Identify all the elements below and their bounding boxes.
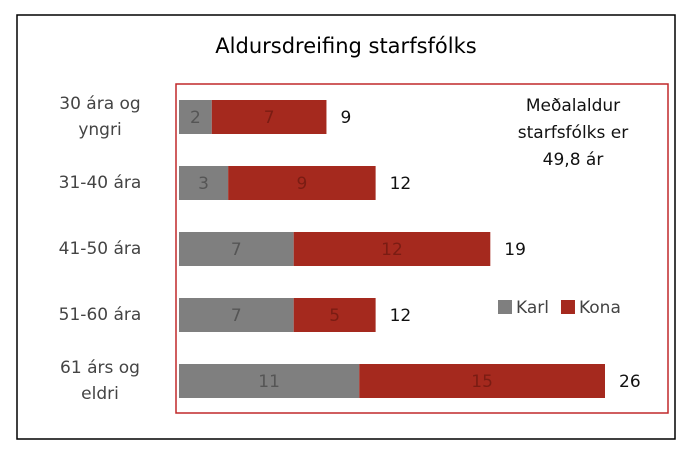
y-tick-label: 51-60 ára — [58, 305, 142, 325]
bar-segment — [293, 232, 491, 266]
bar-segment — [179, 298, 294, 332]
total-label: 19 — [504, 240, 526, 260]
segment-label: 11 — [258, 372, 280, 392]
chart-title: Aldursdreifing starfsfólks — [215, 34, 476, 58]
total-label: 26 — [619, 372, 641, 392]
segment-label: 15 — [471, 372, 493, 392]
bar-segment — [179, 232, 294, 266]
bar-segment — [179, 100, 212, 134]
segment-label: 12 — [381, 240, 403, 260]
segment-label: 3 — [198, 174, 209, 194]
annotation: Meðalaldur starfsfólks er 49,8 ár — [517, 96, 629, 170]
segment-label: 5 — [329, 306, 340, 326]
bar-segment — [211, 100, 327, 134]
total-label: 9 — [340, 108, 351, 128]
segment-label: 7 — [231, 306, 242, 326]
y-tick-label: 31-40 ára — [58, 173, 142, 193]
y-tick-label: 30 ára og yngri — [59, 94, 141, 140]
bar-segment — [293, 298, 376, 332]
bar-segment — [228, 166, 376, 200]
legend-swatch — [560, 300, 575, 314]
legend-swatch — [498, 300, 512, 314]
total-label: 12 — [390, 306, 412, 326]
segment-label: 7 — [264, 108, 275, 128]
bar-segment — [179, 364, 360, 398]
y-tick-label: 61 árs og eldri — [60, 358, 140, 404]
legend-label: Karl — [516, 298, 549, 318]
bar-segment — [359, 364, 605, 398]
frame — [16, 14, 676, 440]
y-tick-label: 41-50 ára — [58, 239, 142, 259]
segment-label: 7 — [231, 240, 242, 260]
segment-label: 9 — [296, 174, 307, 194]
segment-label: 2 — [190, 108, 201, 128]
bar-segment — [179, 166, 229, 200]
plot-frame — [175, 83, 669, 414]
legend-label: Kona — [579, 298, 621, 318]
total-label: 12 — [390, 174, 412, 194]
